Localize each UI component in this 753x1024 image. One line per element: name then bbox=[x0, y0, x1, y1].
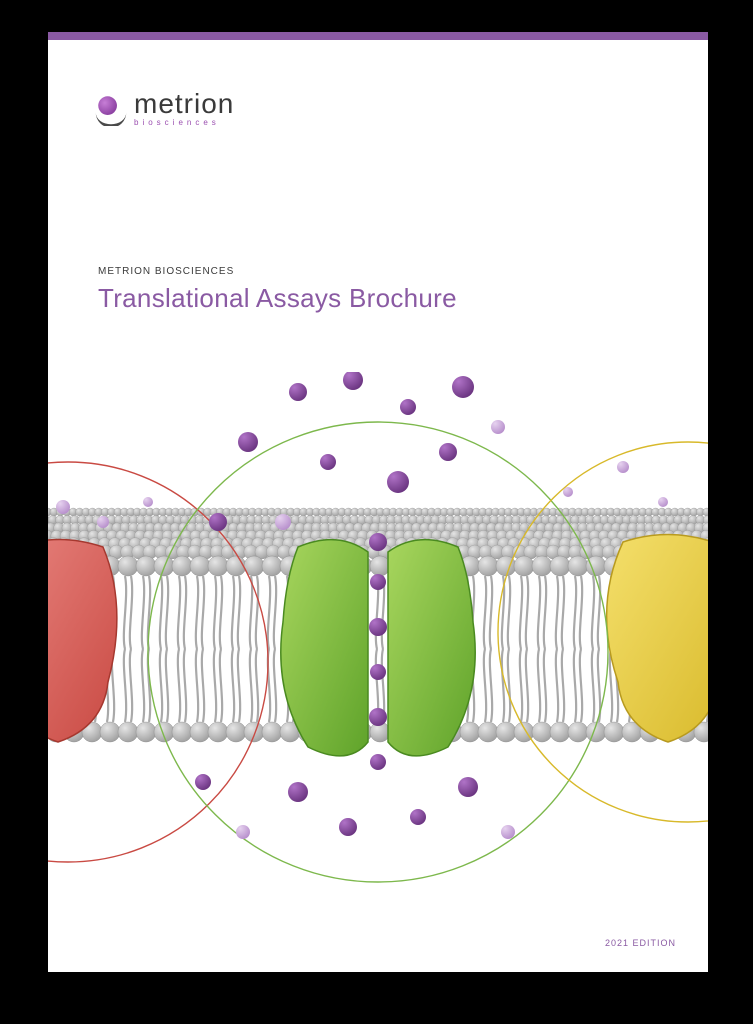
edition-label: 2021 EDITION bbox=[605, 938, 676, 948]
logo-word: metrion bbox=[134, 90, 234, 118]
logo-mark-icon bbox=[94, 92, 128, 126]
title-block: METRION BIOSCIENCES Translational Assays… bbox=[98, 266, 457, 314]
channel-green bbox=[281, 540, 475, 756]
page-title: Translational Assays Brochure bbox=[98, 283, 457, 314]
top-accent-bar bbox=[48, 32, 708, 40]
eyebrow: METRION BIOSCIENCES bbox=[98, 266, 457, 277]
logo: metrion biosciences bbox=[94, 90, 234, 127]
ions bbox=[56, 372, 668, 839]
channel-red bbox=[48, 540, 117, 743]
membrane-illustration bbox=[48, 372, 708, 892]
logo-subtitle: biosciences bbox=[134, 119, 234, 127]
highlight-rings bbox=[48, 422, 708, 882]
lipid-bilayer bbox=[48, 508, 708, 742]
channel-yellow bbox=[607, 535, 708, 743]
logo-text: metrion biosciences bbox=[134, 90, 234, 127]
brochure-cover: metrion biosciences METRION BIOSCIENCES … bbox=[48, 32, 708, 972]
